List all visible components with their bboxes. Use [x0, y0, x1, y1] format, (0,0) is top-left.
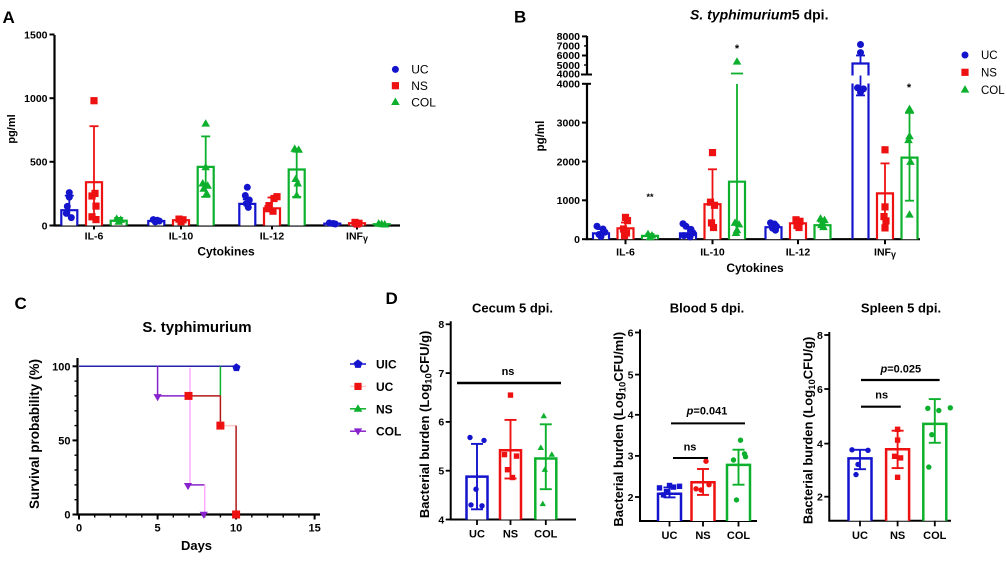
- svg-text:Days: Days: [181, 538, 212, 553]
- svg-text:3000: 3000: [557, 117, 581, 129]
- svg-text:UC: UC: [852, 530, 868, 542]
- svg-text:2: 2: [628, 492, 634, 504]
- svg-text:2: 2: [817, 492, 823, 504]
- svg-text:6: 6: [628, 327, 634, 339]
- svg-text:pg/ml: pg/ml: [535, 121, 547, 152]
- svg-text:Bacterial burden (Log10CFU/g): Bacterial burden (Log10CFU/g): [417, 331, 435, 519]
- svg-text:B: B: [514, 8, 526, 27]
- svg-text:IL-10: IL-10: [700, 247, 725, 259]
- svg-text:A: A: [3, 8, 15, 27]
- svg-text:8000: 8000: [557, 31, 581, 43]
- svg-text:0: 0: [76, 523, 82, 535]
- svg-text:3: 3: [628, 451, 634, 463]
- svg-text:S. typhimurium5 dpi.: S. typhimurium5 dpi.: [690, 7, 828, 23]
- svg-text:UC: UC: [411, 63, 429, 77]
- svg-text:NS: NS: [890, 530, 905, 542]
- svg-text:50: 50: [58, 435, 70, 447]
- svg-text:4: 4: [817, 438, 823, 450]
- svg-text:C: C: [15, 294, 27, 313]
- svg-text:**: **: [646, 192, 654, 202]
- svg-text:NS: NS: [376, 402, 393, 416]
- svg-text:4000: 4000: [557, 79, 581, 91]
- svg-text:COL: COL: [981, 85, 1005, 97]
- svg-text:COL: COL: [376, 425, 401, 439]
- svg-text:Cecum 5 dpi.: Cecum 5 dpi.: [472, 301, 553, 316]
- svg-text:p=0.025: p=0.025: [879, 364, 921, 376]
- svg-text:Bacterial burden (Log10CFU/g): Bacterial burden (Log10CFU/g): [801, 337, 819, 525]
- svg-text:UC: UC: [662, 530, 678, 542]
- svg-text:ns: ns: [684, 442, 697, 454]
- svg-text:pg/ml: pg/ml: [6, 114, 18, 143]
- svg-text:4: 4: [628, 410, 634, 422]
- svg-text:2000: 2000: [557, 156, 581, 168]
- svg-text:8: 8: [438, 319, 444, 331]
- svg-text:Blood 5 dpi.: Blood 5 dpi.: [670, 301, 744, 316]
- svg-text:*: *: [735, 43, 740, 55]
- svg-text:IL-12: IL-12: [260, 231, 285, 243]
- svg-text:INFγ: INFγ: [346, 231, 368, 244]
- svg-text:1000: 1000: [24, 93, 48, 105]
- svg-text:NS: NS: [411, 79, 428, 93]
- svg-text:IL-6: IL-6: [616, 247, 635, 259]
- svg-text:6: 6: [438, 417, 444, 429]
- svg-text:15: 15: [308, 523, 320, 535]
- svg-text:4: 4: [438, 514, 444, 526]
- svg-text:6: 6: [817, 384, 823, 396]
- svg-text:Bacterial burden (Log10CFU/ml): Bacterial burden (Log10CFU/ml): [611, 332, 629, 527]
- svg-text:Cytokines: Cytokines: [726, 261, 784, 275]
- svg-text:ns: ns: [502, 366, 515, 378]
- svg-text:D: D: [386, 289, 398, 308]
- svg-text:UC: UC: [981, 50, 998, 62]
- svg-text:6000: 6000: [557, 50, 581, 62]
- svg-text:UC: UC: [469, 529, 485, 541]
- svg-text:NS: NS: [981, 68, 997, 80]
- svg-text:COL: COL: [534, 529, 558, 541]
- svg-text:Spleen 5 dpi.: Spleen 5 dpi.: [861, 301, 941, 316]
- svg-text:COL: COL: [411, 95, 436, 109]
- svg-text:1500: 1500: [24, 29, 48, 41]
- svg-text:S. typhimurium: S. typhimurium: [142, 319, 251, 336]
- svg-text:INFγ: INFγ: [874, 247, 896, 260]
- svg-text:COL: COL: [923, 530, 947, 542]
- svg-text:NS: NS: [503, 529, 518, 541]
- svg-text:IL-12: IL-12: [786, 247, 811, 259]
- svg-text:COL: COL: [727, 530, 751, 542]
- svg-text:10: 10: [230, 523, 242, 535]
- svg-text:Cytokines: Cytokines: [197, 245, 255, 259]
- svg-text:100: 100: [52, 361, 70, 373]
- svg-text:NS: NS: [695, 530, 710, 542]
- svg-text:7: 7: [438, 368, 444, 380]
- svg-text:IL-10: IL-10: [169, 231, 194, 243]
- svg-text:0: 0: [64, 510, 70, 522]
- svg-text:p=0.041: p=0.041: [686, 406, 728, 418]
- svg-text:500: 500: [30, 157, 48, 169]
- svg-text:UC: UC: [376, 380, 394, 394]
- svg-text:IL-6: IL-6: [85, 231, 104, 243]
- svg-text:7000: 7000: [557, 41, 581, 53]
- svg-text:1000: 1000: [557, 195, 581, 207]
- svg-text:Survival probability (%): Survival probability (%): [27, 359, 42, 509]
- svg-text:0: 0: [574, 234, 580, 246]
- svg-text:4000: 4000: [557, 69, 581, 81]
- svg-text:5: 5: [438, 466, 444, 478]
- svg-text:5: 5: [628, 369, 634, 381]
- svg-text:UIC: UIC: [376, 358, 397, 372]
- svg-text:ns: ns: [875, 390, 888, 402]
- svg-text:8: 8: [817, 330, 823, 342]
- svg-text:5000: 5000: [557, 60, 581, 72]
- svg-text:*: *: [907, 82, 912, 94]
- svg-text:5: 5: [155, 523, 161, 535]
- svg-text:0: 0: [42, 220, 48, 232]
